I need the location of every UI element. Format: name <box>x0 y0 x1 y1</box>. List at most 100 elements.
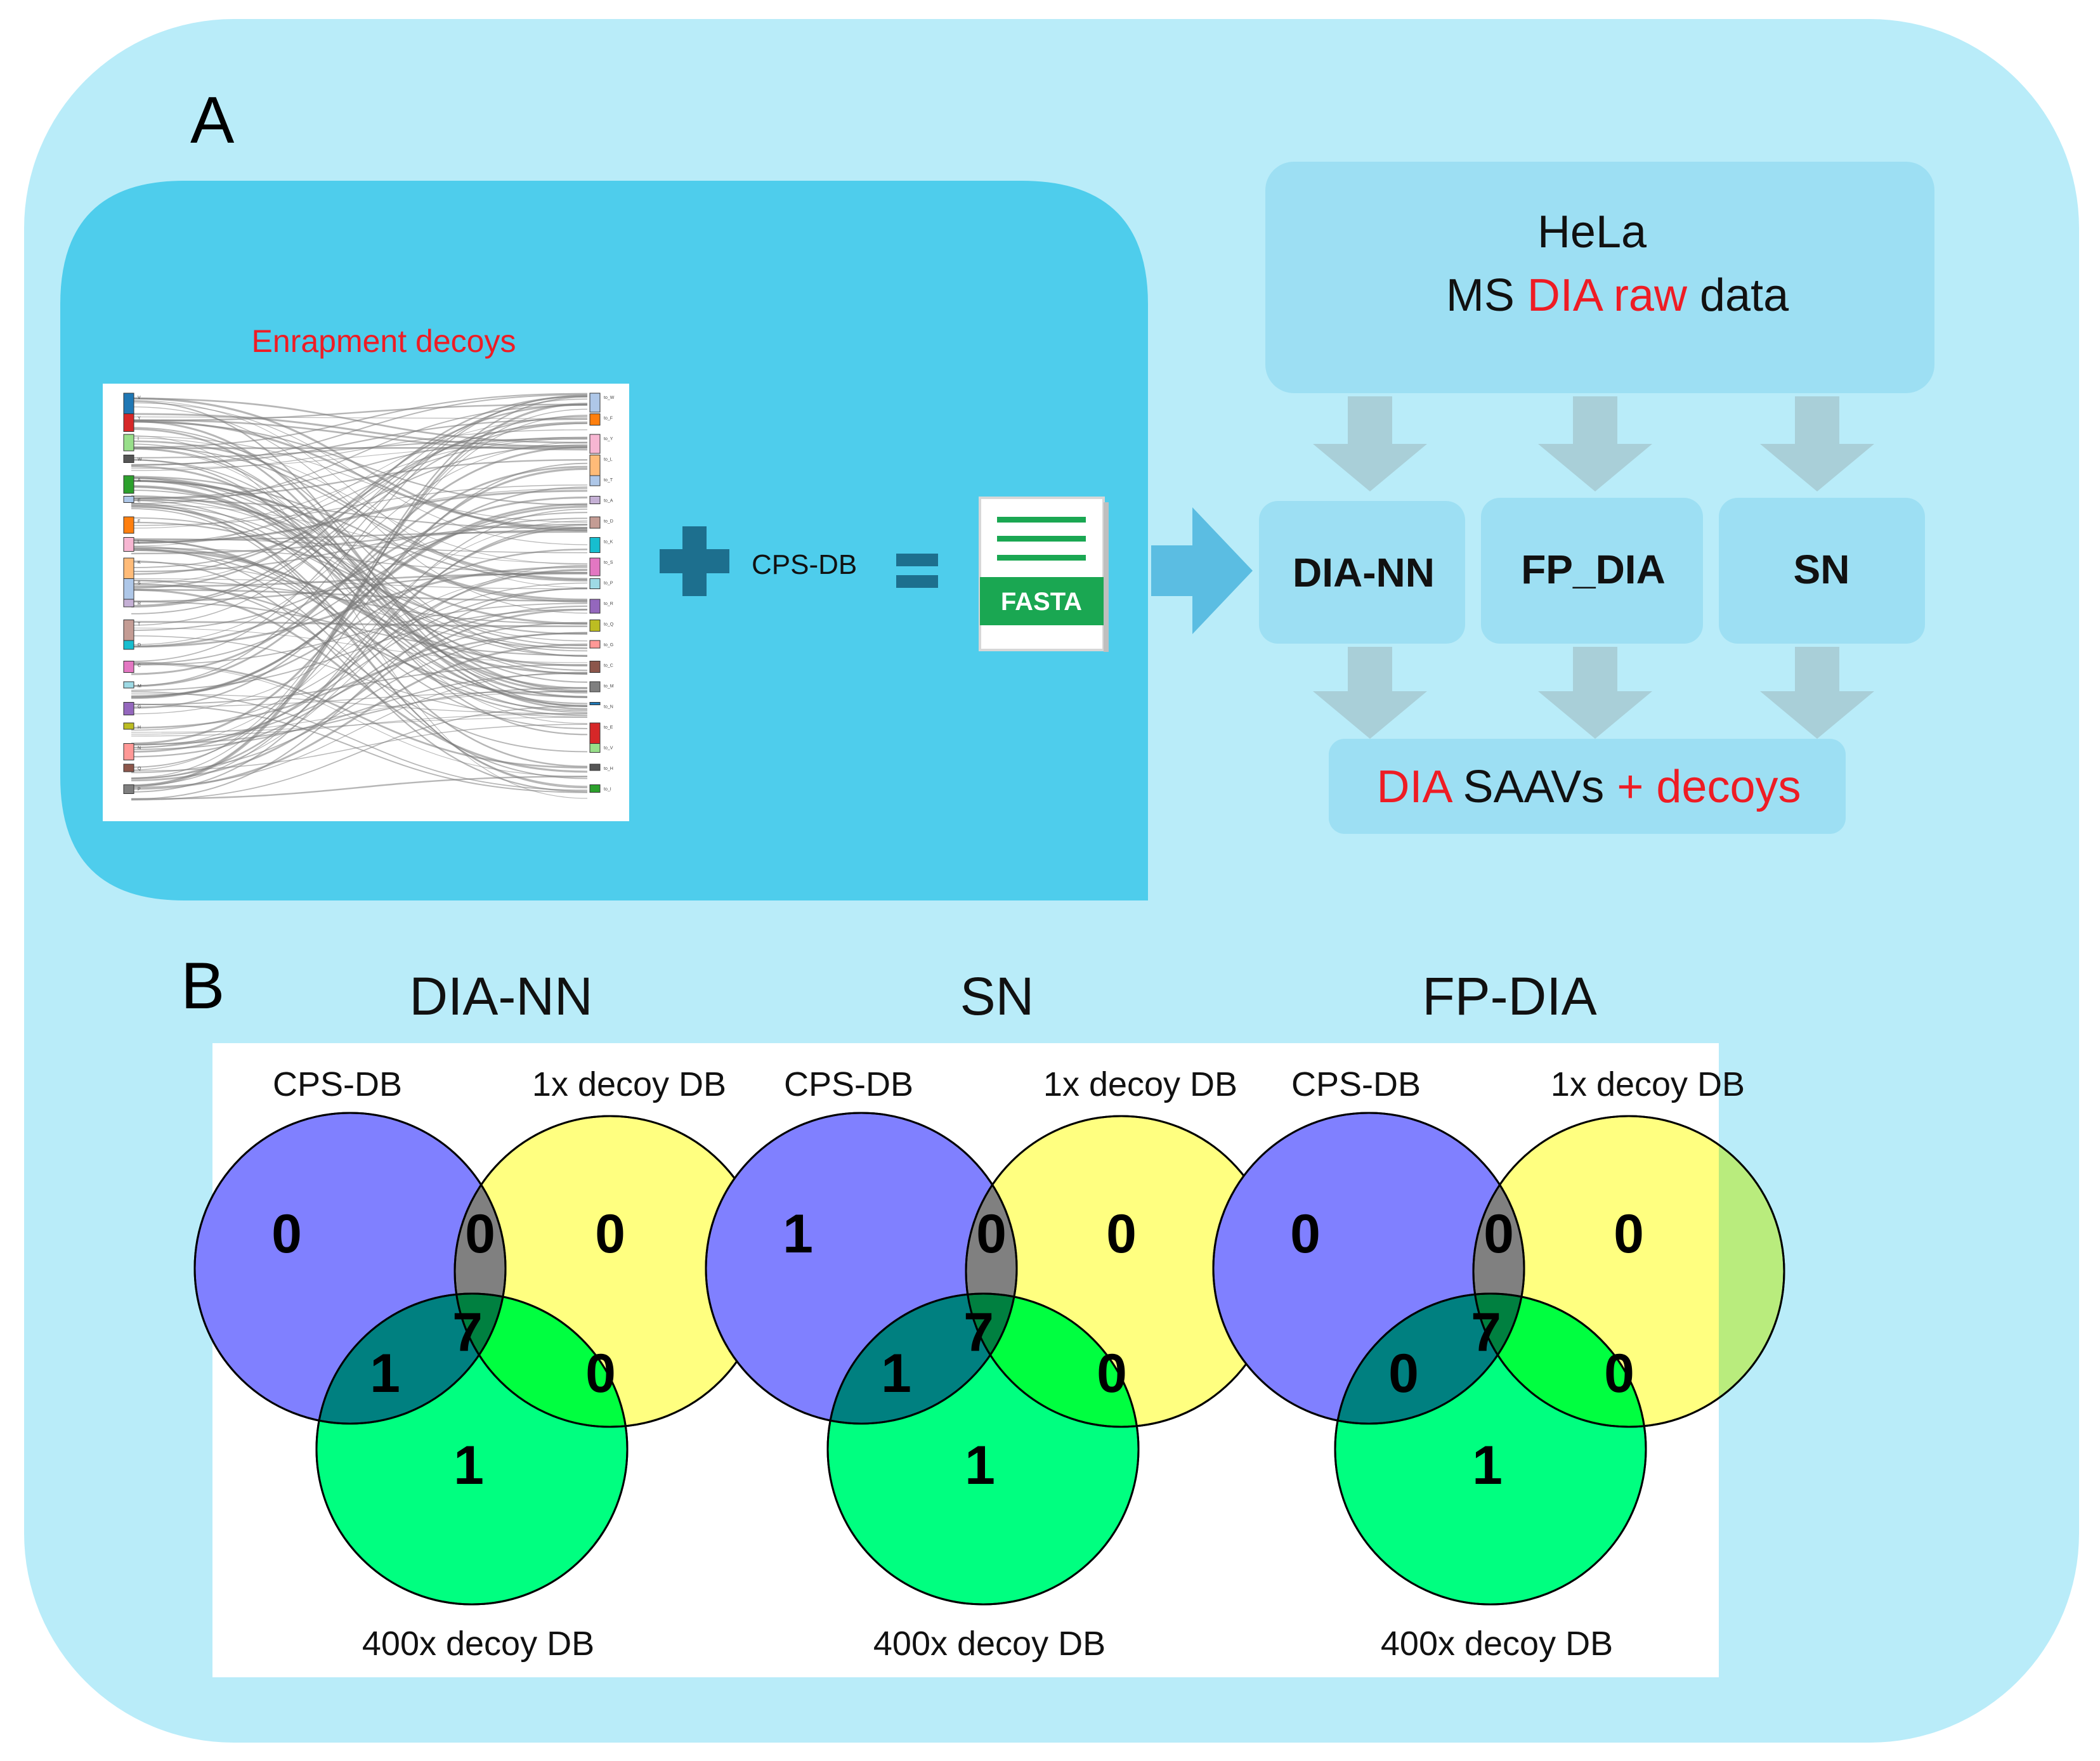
sankey-link <box>131 490 588 544</box>
venn-region-count: 0 <box>1290 1204 1321 1264</box>
venn-outline <box>315 1292 629 1606</box>
sankey-link <box>131 404 588 589</box>
venn-region-count: 7 <box>452 1302 483 1363</box>
sankey-links <box>131 393 588 801</box>
sankey-node-right <box>589 702 601 705</box>
sankey-label-left: A <box>138 478 141 483</box>
sankey-node-right <box>589 640 601 649</box>
sankey-label-right: to_F <box>604 417 613 421</box>
sankey-label-right: to_K <box>604 540 613 545</box>
venn-title: SN <box>960 966 1034 1026</box>
sankey-link <box>131 396 588 786</box>
down-arrow-icon <box>1313 647 1427 739</box>
sankey-link <box>131 465 588 675</box>
sankey-link <box>131 588 588 602</box>
equals-icon <box>896 554 938 588</box>
venn-region-count: 1 <box>965 1435 995 1496</box>
tool-label-fp-dia: FP_DIA <box>1521 547 1666 592</box>
sankey-link <box>131 504 588 564</box>
sankey-link <box>131 400 588 588</box>
sankey-node-right <box>589 784 601 793</box>
sankey-link <box>131 776 588 800</box>
venn-label-1x-decoy: 1x decoy DB <box>1043 1065 1237 1103</box>
venn-titles: DIA-NN SN FP-DIA <box>409 966 1596 1026</box>
sankey-label-left: C <box>138 664 141 668</box>
hela-subtitle-dia: DIA <box>1527 270 1603 321</box>
sankey-node-left <box>123 640 134 650</box>
sankey-link <box>131 564 588 779</box>
hela-subtitle: MS DIA raw data <box>1446 270 1789 321</box>
hela-data-box <box>1265 162 1934 393</box>
venn-region-count: 0 <box>976 1204 1007 1264</box>
sankey-link <box>131 393 588 448</box>
tool-box-sn <box>1719 498 1925 644</box>
venn-outline <box>705 1112 1018 1425</box>
sankey-label-right: to_Y <box>604 437 613 441</box>
output-saavs: SAAVs <box>1451 762 1617 812</box>
venn-region-count: 0 <box>271 1204 302 1264</box>
venn-region-count: 0 <box>595 1204 625 1264</box>
sankey-label-right: to_D <box>604 519 613 524</box>
sankey-link <box>131 661 588 769</box>
venn-label-1x-decoy: 1x decoy DB <box>532 1065 726 1103</box>
sankey-link <box>131 441 588 646</box>
sankey-node-left <box>123 681 134 689</box>
sankey-link <box>131 523 588 573</box>
sankey-link <box>131 691 588 791</box>
sankey-label-right: to_I <box>604 788 611 792</box>
sankey-node-left <box>123 784 134 794</box>
tool-box-fp-dia <box>1481 498 1703 644</box>
sankey-link <box>131 549 588 712</box>
sankey-link <box>131 609 588 782</box>
sankey-link <box>131 561 588 649</box>
hela-subtitle-raw: raw <box>1601 270 1688 321</box>
sankey-node-left <box>123 475 134 494</box>
venn-region-count: 0 <box>1604 1343 1634 1404</box>
down-arrows-top <box>1313 396 1874 491</box>
sankey-label-right: to_G <box>604 643 613 647</box>
sankey-label-right: to_C <box>604 664 613 668</box>
sankey-link <box>131 502 588 789</box>
sankey-node-right <box>589 681 601 692</box>
sankey-link <box>131 459 588 736</box>
fasta-label: FASTA <box>1001 588 1082 616</box>
sankey-label-left: L <box>138 540 140 545</box>
sankey-link <box>131 420 588 692</box>
tool-boxes: DIA-NN FP_DIA SN <box>1259 498 1925 644</box>
sankey-node-left <box>123 764 134 772</box>
sankey-link <box>131 418 588 465</box>
sankey-link <box>131 693 588 715</box>
sankey-node-right <box>589 620 601 632</box>
sankey-node-right <box>589 475 601 486</box>
sankey-node-left <box>123 743 134 760</box>
venn-label-cps-db: CPS-DB <box>273 1065 402 1103</box>
venn-region-count: 7 <box>963 1302 994 1363</box>
sankey-label-left: W <box>138 458 142 462</box>
sankey-label-left: I <box>138 437 139 441</box>
venn-outline <box>1334 1292 1647 1606</box>
output-plus-decoys: + decoys <box>1617 762 1801 812</box>
sankey-label-right: to_L <box>604 458 613 462</box>
sankey-label-left: K <box>138 561 141 565</box>
sankey-node-right <box>589 537 601 553</box>
sankey-label-right: to_M <box>604 684 614 689</box>
sankey-label-left: E <box>138 499 141 504</box>
sankey-link <box>131 621 588 628</box>
hela-subtitle-prefix: MS <box>1446 270 1527 321</box>
venn-label-1x-decoy: 1x decoy DB <box>1551 1065 1745 1103</box>
tool-label-sn: SN <box>1794 547 1850 592</box>
sankey-link <box>131 462 588 768</box>
sankey-label-left: M <box>138 684 141 689</box>
sankey-label-left: T <box>138 623 141 627</box>
output-box <box>1329 739 1846 834</box>
sankey-link <box>131 438 588 544</box>
sankey-label-right: to_V <box>604 746 613 751</box>
venn-region-count: 1 <box>370 1343 400 1404</box>
sankey-label-right: to_Q <box>604 623 614 627</box>
output-label: DIA SAAVs + decoys <box>1376 762 1801 812</box>
sankey-node-left <box>123 496 134 503</box>
sankey-node-right <box>589 599 601 614</box>
sankey-nodes: V Y I W A E F L K S R T D C M G H N Q Pto_W to_F to_Y to_L to_T… <box>123 393 615 794</box>
